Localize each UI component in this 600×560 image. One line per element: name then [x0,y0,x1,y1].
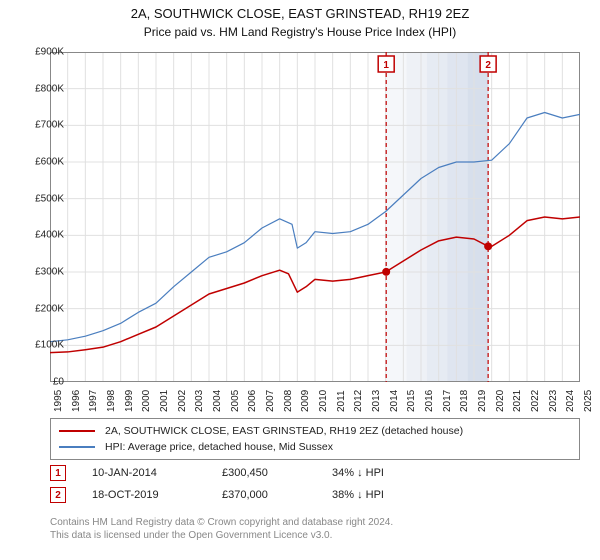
marker-delta-1: 34% ↓ HPI [332,467,452,479]
footnote: Contains HM Land Registry data © Crown c… [50,516,580,542]
y-tick-label: £0 [53,377,64,388]
marker-delta-2: 38% ↓ HPI [332,489,452,501]
legend-item-price: 2A, SOUTHWICK CLOSE, EAST GRINSTEAD, RH1… [59,423,571,439]
legend-label-hpi: HPI: Average price, detached house, Mid … [105,441,333,453]
chart-area: 12 [50,52,580,382]
legend-box: 2A, SOUTHWICK CLOSE, EAST GRINSTEAD, RH1… [50,418,580,460]
y-tick-label: £100K [35,340,64,351]
x-tick-label: 1996 [71,390,82,412]
marker-num-1: 1 [55,468,61,479]
marker-date-1: 10-JAN-2014 [92,467,222,479]
x-tick-label: 2006 [247,390,258,412]
title-main: 2A, SOUTHWICK CLOSE, EAST GRINSTEAD, RH1… [0,6,600,23]
title-block: 2A, SOUTHWICK CLOSE, EAST GRINSTEAD, RH1… [0,0,600,40]
marker-price-2: £370,000 [222,489,332,501]
footnote-line2: This data is licensed under the Open Gov… [50,529,580,542]
x-tick-label: 2008 [283,390,294,412]
y-tick-label: £300K [35,267,64,278]
x-tick-label: 2014 [389,390,400,412]
marker-badge-2: 2 [50,487,66,503]
x-tick-label: 2018 [459,390,470,412]
y-tick-label: £700K [35,120,64,131]
x-tick-label: 1998 [106,390,117,412]
x-tick-label: 2016 [424,390,435,412]
x-tick-label: 2001 [159,390,170,412]
x-tick-label: 1997 [88,390,99,412]
x-tick-label: 2017 [442,390,453,412]
y-tick-label: £600K [35,157,64,168]
x-tick-label: 2021 [512,390,523,412]
x-tick-label: 2003 [194,390,205,412]
x-tick-label: 2004 [212,390,223,412]
marker-date-2: 18-OCT-2019 [92,489,222,501]
x-tick-label: 2020 [495,390,506,412]
marker-num-2: 2 [55,490,61,501]
legend-item-hpi: HPI: Average price, detached house, Mid … [59,439,571,455]
x-tick-label: 1999 [124,390,135,412]
y-tick-label: £200K [35,303,64,314]
x-tick-label: 2007 [265,390,276,412]
x-tick-label: 2019 [477,390,488,412]
x-tick-label: 2005 [230,390,241,412]
legend-label-price: 2A, SOUTHWICK CLOSE, EAST GRINSTEAD, RH1… [105,425,463,437]
x-tick-label: 2002 [177,390,188,412]
x-tick-label: 2023 [548,390,559,412]
chart-container: 2A, SOUTHWICK CLOSE, EAST GRINSTEAD, RH1… [0,0,600,560]
x-tick-label: 2013 [371,390,382,412]
legend-swatch-price [59,430,95,432]
marker-row-2: 2 18-OCT-2019 £370,000 38% ↓ HPI [50,484,580,506]
x-tick-label: 2024 [565,390,576,412]
marker-table: 1 10-JAN-2014 £300,450 34% ↓ HPI 2 18-OC… [50,462,580,506]
line-chart-svg: 12 [50,52,580,382]
marker-row-1: 1 10-JAN-2014 £300,450 34% ↓ HPI [50,462,580,484]
svg-text:2: 2 [485,60,491,71]
y-tick-label: £500K [35,193,64,204]
x-tick-label: 2000 [141,390,152,412]
x-tick-label: 2015 [406,390,417,412]
x-tick-label: 1995 [53,390,64,412]
y-tick-label: £400K [35,230,64,241]
x-tick-label: 2011 [336,390,347,412]
marker-price-1: £300,450 [222,467,332,479]
x-tick-label: 2010 [318,390,329,412]
legend-swatch-hpi [59,446,95,448]
y-tick-label: £900K [35,47,64,58]
x-tick-label: 2022 [530,390,541,412]
x-tick-label: 2025 [583,390,594,412]
footnote-line1: Contains HM Land Registry data © Crown c… [50,516,580,529]
svg-text:1: 1 [383,60,389,71]
x-tick-label: 2009 [300,390,311,412]
marker-badge-1: 1 [50,465,66,481]
title-sub: Price paid vs. HM Land Registry's House … [0,25,600,41]
y-tick-label: £800K [35,83,64,94]
x-tick-label: 2012 [353,390,364,412]
